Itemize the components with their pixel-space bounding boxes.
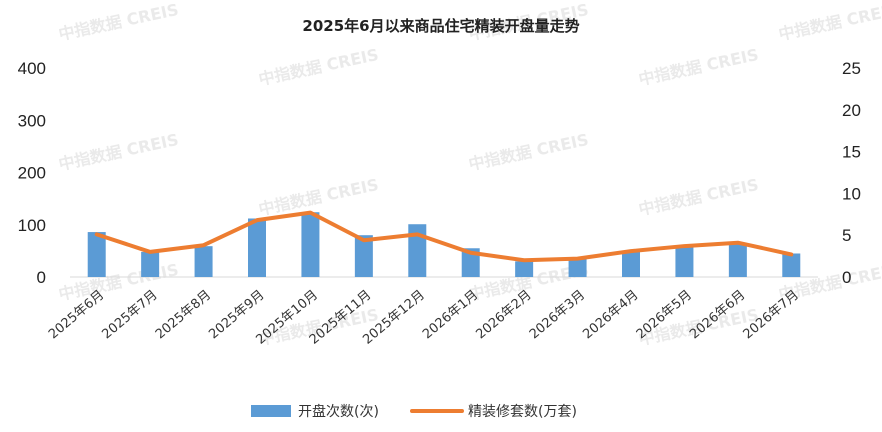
bar [408, 224, 427, 277]
watermark-text: 中指数据 CREIS [57, 130, 180, 174]
line-point [255, 218, 259, 222]
y-right-tick-label: 15 [842, 143, 861, 162]
watermark-text: 中指数据 CREIS [257, 45, 380, 89]
x-tick-label: 2026年1月 [420, 288, 481, 343]
y-left-tick-label: 300 [18, 111, 46, 130]
line-point [362, 238, 366, 242]
legend-swatch-bars [251, 405, 291, 417]
bar [141, 251, 160, 277]
bar [301, 212, 320, 277]
y-right-tick-label: 10 [842, 184, 861, 203]
line-point [629, 249, 633, 253]
bar [87, 232, 106, 277]
legend-label-bars: 开盘次数(次) [298, 403, 379, 420]
y-axis-left: 0 100 200 300 400 [18, 59, 46, 287]
watermark-text: 中指数据 CREIS [57, 0, 180, 44]
line-series [94, 210, 794, 263]
bar [568, 257, 587, 277]
bar [782, 253, 801, 277]
watermark-text: 中指数据 CREIS [637, 45, 760, 89]
line-point [789, 252, 793, 256]
legend: 开盘次数(次) 精装修套数(万套) [251, 403, 577, 420]
y-left-tick-label: 400 [18, 59, 46, 78]
chart-title: 2025年6月以来商品住宅精装开盘量走势 [302, 17, 579, 35]
x-tick-label: 2026年4月 [580, 288, 641, 343]
bar [675, 245, 694, 277]
x-tick-label: 2025年8月 [153, 288, 214, 343]
line-point [736, 241, 740, 245]
bar [515, 261, 534, 277]
legend-label-line: 精装修套数(万套) [468, 404, 577, 420]
bar [622, 250, 640, 277]
line-point [308, 211, 312, 215]
line-point [522, 258, 526, 262]
line-path [94, 210, 794, 263]
watermark-text: 中指数据 CREIS [467, 130, 590, 174]
line-point [148, 250, 152, 254]
line-point [95, 232, 99, 236]
line-point [469, 251, 473, 255]
watermark-text: 中指数据 CREIS [57, 260, 180, 304]
y-left-tick-label: 0 [37, 268, 46, 287]
y-right-tick-label: 25 [842, 59, 861, 78]
bar [354, 235, 373, 277]
y-right-tick-label: 20 [842, 101, 861, 120]
line-point [415, 232, 419, 236]
watermark-text: 中指数据 CREIS [777, 0, 882, 44]
y-right-tick-label: 0 [842, 268, 851, 287]
line-point [682, 244, 686, 248]
bar [461, 248, 480, 277]
bar [728, 243, 747, 277]
y-left-tick-label: 100 [18, 216, 46, 235]
bar [194, 246, 213, 277]
y-axis-right: 0 5 10 15 20 25 [842, 59, 861, 287]
watermark-text: 中指数据 CREIS [637, 175, 760, 219]
y-left-tick-label: 200 [18, 164, 46, 183]
y-right-tick-label: 5 [842, 226, 851, 245]
line-point [202, 243, 206, 247]
x-tick-label: 2025年7月 [99, 288, 160, 343]
x-tick-label: 2026年3月 [527, 288, 588, 343]
line-point [576, 257, 580, 261]
bar-series [87, 212, 801, 277]
bar [248, 218, 266, 277]
